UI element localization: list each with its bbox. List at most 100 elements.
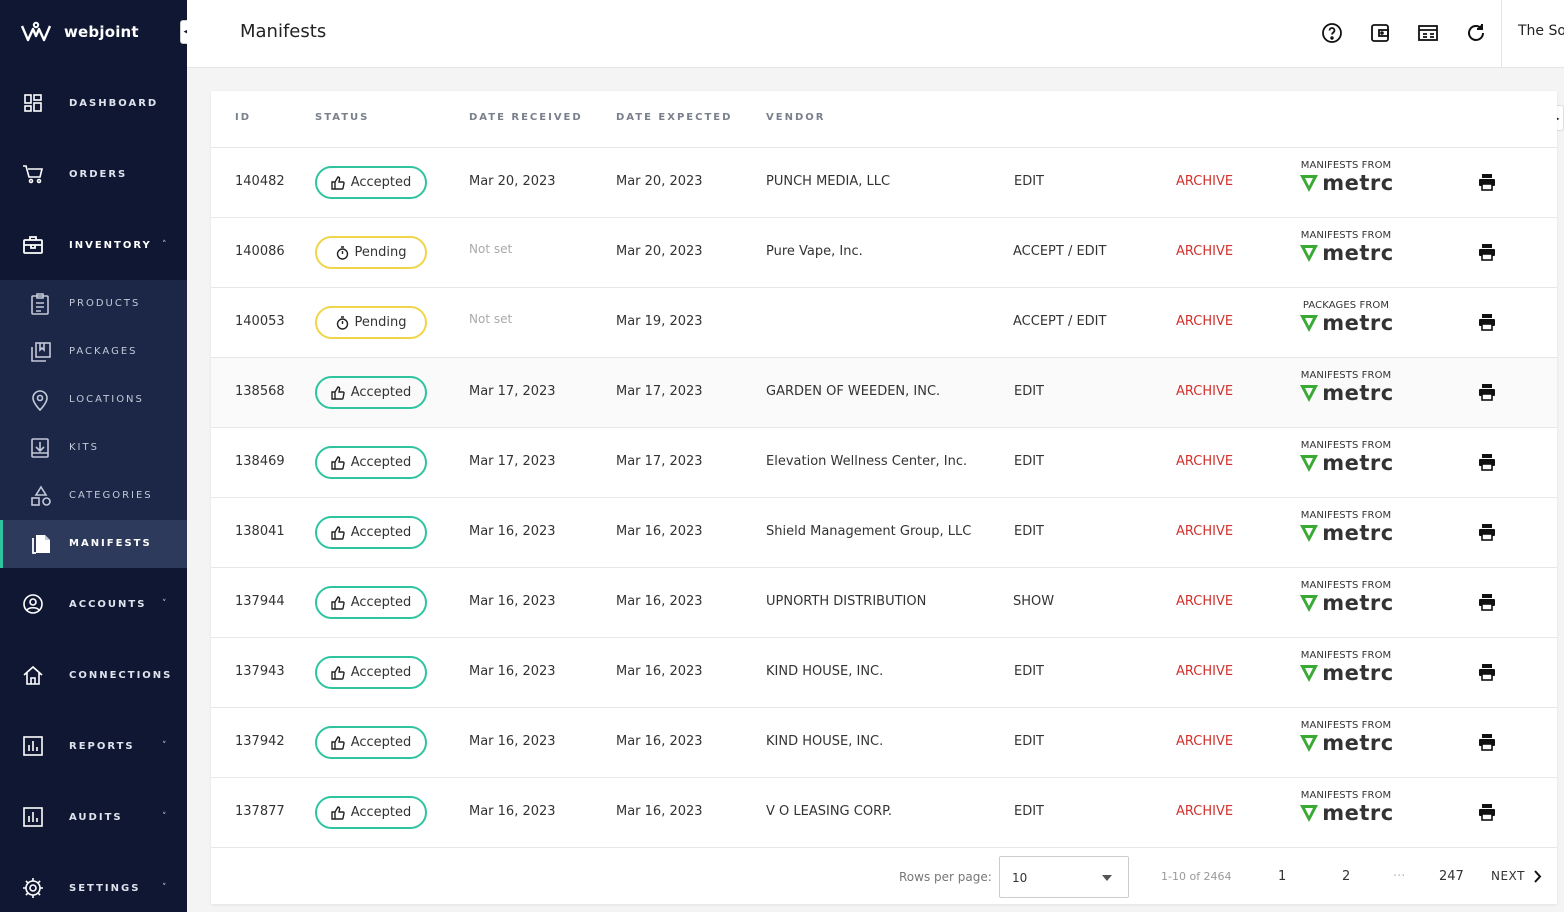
sidebar-item-locations[interactable]: LOCATIONS: [0, 376, 187, 424]
manifest-id: 137877: [235, 804, 285, 819]
archive-link[interactable]: ARCHIVE: [1176, 524, 1234, 539]
next-page-button[interactable]: NEXT: [1491, 869, 1542, 883]
vendor-name: UPNORTH DISTRIBUTION: [766, 594, 927, 609]
table-row[interactable]: 138568 Accepted Mar 17, 2023 Mar 17, 2023 GA…: [211, 357, 1557, 427]
sidebar-item-reports[interactable]: REPORTS ˅: [0, 735, 187, 757]
print-icon[interactable]: [1478, 313, 1496, 331]
sidebar-item-label: LOCATIONS: [69, 394, 144, 405]
edit-action-link[interactable]: EDIT: [1014, 174, 1044, 189]
edit-action-link[interactable]: EDIT: [1014, 804, 1044, 819]
location-pin-icon: [30, 389, 52, 412]
date-expected: Mar 19, 2023: [616, 314, 703, 329]
sidebar-item-kits[interactable]: KITS: [0, 424, 187, 472]
print-icon[interactable]: [1478, 593, 1496, 611]
metrc-source-badge: MANIFESTS FROM metrc: [1296, 720, 1396, 766]
print-icon[interactable]: [1478, 803, 1496, 821]
manifest-id: 137944: [235, 594, 285, 609]
sidebar-item-inventory[interactable]: INVENTORY ˄: [0, 234, 187, 256]
edit-action-link[interactable]: EDIT: [1014, 734, 1044, 749]
edit-action-link[interactable]: ACCEPT / EDIT: [1013, 244, 1107, 259]
table-row[interactable]: 140482 Accepted Mar 20, 2023 Mar 20, 2023 PU…: [211, 147, 1557, 217]
status-label: Pending: [354, 315, 407, 330]
rows-per-page-select[interactable]: 10: [999, 856, 1129, 898]
status-badge: Accepted: [315, 726, 427, 759]
table-row[interactable]: 140053 Pending Not set Mar 19, 2023 ACCEPT /…: [211, 287, 1557, 357]
print-icon[interactable]: [1478, 173, 1496, 191]
edit-action-link[interactable]: EDIT: [1014, 384, 1044, 399]
table-row[interactable]: 140086 Pending Not set Mar 20, 2023 Pure Vap…: [211, 217, 1557, 287]
archive-link[interactable]: ARCHIVE: [1176, 594, 1234, 609]
sidebar-item-categories[interactable]: CATEGORIES: [0, 472, 187, 520]
table-row[interactable]: 137942 Accepted Mar 16, 2023 Mar 16, 2023 KI…: [211, 707, 1557, 777]
webjoint-logo-icon: [20, 21, 52, 42]
table-row[interactable]: 138469 Accepted Mar 17, 2023 Mar 17, 2023 El…: [211, 427, 1557, 497]
date-received: Not set: [469, 312, 513, 326]
page-button-1[interactable]: 1: [1278, 869, 1287, 884]
archive-link[interactable]: ARCHIVE: [1176, 314, 1234, 329]
metrc-source-badge: MANIFESTS FROM metrc: [1296, 650, 1396, 696]
sidebar-item-products[interactable]: PRODUCTS: [0, 280, 187, 328]
archive-link[interactable]: ARCHIVE: [1176, 384, 1234, 399]
status-label: Accepted: [350, 595, 412, 610]
metrc-wordmark: metrc: [1322, 801, 1394, 825]
archive-link[interactable]: ARCHIVE: [1176, 454, 1234, 469]
sidebar-item-packages[interactable]: PACKAGES: [0, 328, 187, 376]
manifests-table-card: ID STATUS DATE RECEIVED DATE EXPECTED VE…: [211, 91, 1557, 904]
metrc-source-caption: MANIFESTS FROM: [1300, 160, 1392, 171]
manifest-id: 138469: [235, 454, 285, 469]
table-row[interactable]: 137877 Accepted Mar 16, 2023 Mar 16, 2023 V …: [211, 777, 1557, 847]
inventory-submenu: PRODUCTS PACKAGES LOCATIONS KITS CATEGOR…: [0, 280, 187, 568]
edit-action-link[interactable]: EDIT: [1014, 664, 1044, 679]
archive-link[interactable]: ARCHIVE: [1176, 244, 1234, 259]
sidebar-item-orders[interactable]: ORDERS: [0, 163, 187, 185]
edit-action-link[interactable]: EDIT: [1014, 524, 1044, 539]
print-icon[interactable]: [1478, 383, 1496, 401]
organization-name[interactable]: The So: [1518, 23, 1564, 39]
chart-icon: [22, 735, 44, 757]
table-row[interactable]: 137943 Accepted Mar 16, 2023 Mar 16, 2023 KI…: [211, 637, 1557, 707]
refresh-icon[interactable]: [1464, 21, 1488, 45]
sidebar-item-accounts[interactable]: ACCOUNTS ˅: [0, 593, 187, 615]
sidebar-item-label: SETTINGS: [69, 882, 141, 894]
status-badge: Pending: [315, 236, 427, 269]
status-badge: Accepted: [315, 166, 427, 199]
brand-logo[interactable]: webjoint: [20, 20, 139, 44]
date-expected: Mar 17, 2023: [616, 454, 703, 469]
sidebar-item-dashboard[interactable]: DASHBOARD: [0, 92, 187, 114]
metrc-shield-icon: [1300, 805, 1319, 822]
wallet-icon[interactable]: [1368, 21, 1392, 45]
sidebar-item-audits[interactable]: AUDITS ˅: [0, 806, 187, 828]
manifest-id: 138568: [235, 384, 285, 399]
browser-window-icon[interactable]: [1416, 21, 1440, 45]
page-button-247[interactable]: 247: [1439, 869, 1464, 884]
archive-link[interactable]: ARCHIVE: [1176, 174, 1234, 189]
edit-action-link[interactable]: ACCEPT / EDIT: [1013, 314, 1107, 329]
table-row[interactable]: 137944 Accepted Mar 16, 2023 Mar 16, 2023 UP…: [211, 567, 1557, 637]
metrc-source-badge: PACKAGES FROM metrc: [1296, 300, 1396, 346]
sidebar-item-label: DASHBOARD: [69, 97, 159, 109]
archive-link[interactable]: ARCHIVE: [1176, 664, 1234, 679]
sidebar-item-manifests[interactable]: MANIFESTS: [0, 520, 187, 568]
print-icon[interactable]: [1478, 243, 1496, 261]
archive-link[interactable]: ARCHIVE: [1176, 804, 1234, 819]
edit-action-link[interactable]: SHOW: [1013, 594, 1055, 609]
edit-action-link[interactable]: EDIT: [1014, 454, 1044, 469]
chevron-right-icon: [1534, 869, 1542, 883]
archive-link[interactable]: ARCHIVE: [1176, 734, 1234, 749]
table-row[interactable]: 138041 Accepted Mar 16, 2023 Mar 16, 2023 Sh…: [211, 497, 1557, 567]
print-icon[interactable]: [1478, 453, 1496, 471]
date-received: Mar 20, 2023: [469, 174, 556, 189]
page-button-2[interactable]: 2: [1342, 869, 1351, 884]
help-icon[interactable]: [1320, 21, 1344, 45]
manifest-id: 138041: [235, 524, 285, 539]
sidebar-item-connections[interactable]: CONNECTIONS: [0, 664, 187, 686]
print-icon[interactable]: [1478, 663, 1496, 681]
sidebar-item-settings[interactable]: SETTINGS ˅: [0, 877, 187, 899]
print-icon[interactable]: [1478, 523, 1496, 541]
print-icon[interactable]: [1478, 733, 1496, 751]
date-expected: Mar 16, 2023: [616, 524, 703, 539]
metrc-source-caption: MANIFESTS FROM: [1300, 440, 1392, 451]
metrc-source-badge: MANIFESTS FROM metrc: [1296, 160, 1396, 206]
metrc-source-badge: MANIFESTS FROM metrc: [1296, 370, 1396, 416]
thumbs-up-icon: [331, 595, 345, 610]
